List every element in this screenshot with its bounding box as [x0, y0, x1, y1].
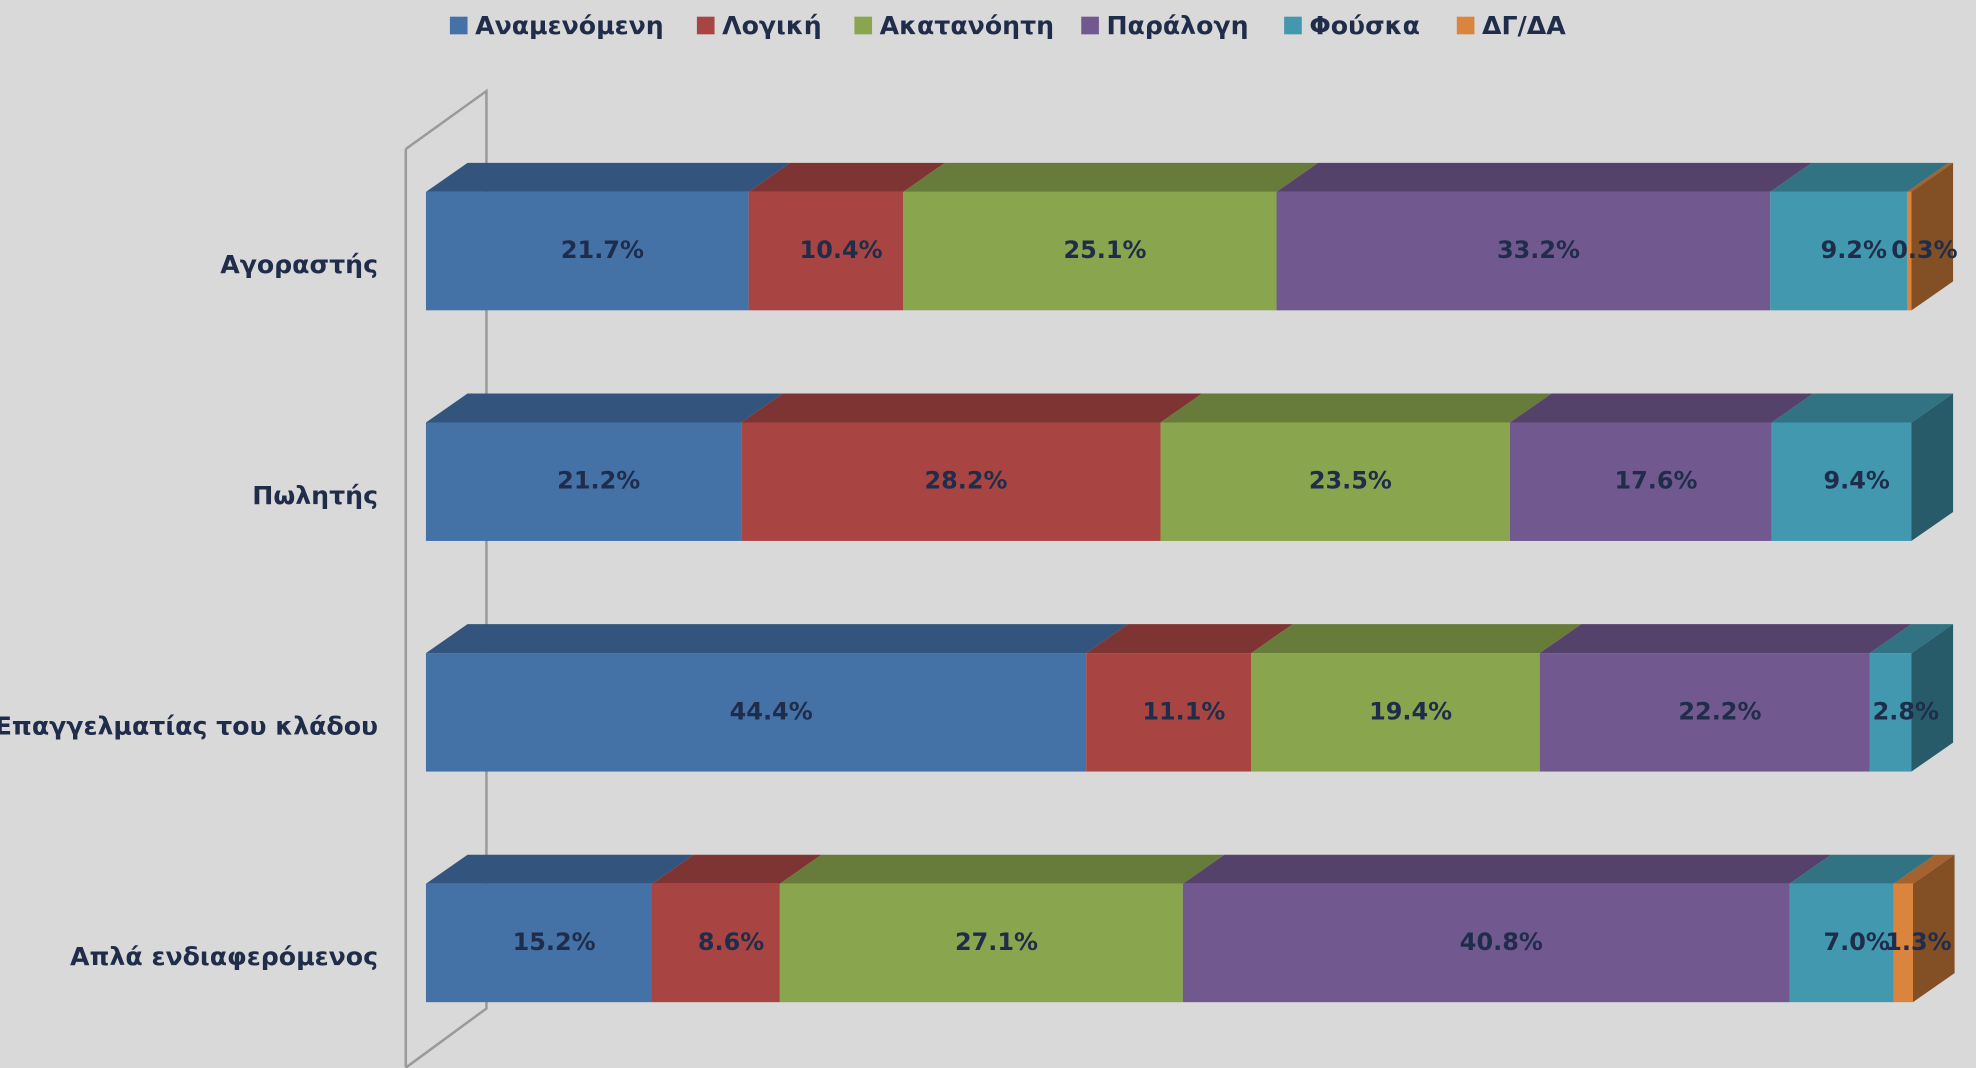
bar-top: [1276, 162, 1812, 192]
bar-top: [903, 162, 1319, 192]
bar-top: [1086, 624, 1293, 654]
bar: [1182, 883, 1790, 1003]
legend-swatch: [1081, 16, 1099, 35]
bar: [651, 883, 780, 1003]
bar: [425, 422, 742, 541]
bar-side: [1912, 854, 1955, 1003]
legend-swatch: [696, 16, 715, 35]
bar: [425, 191, 749, 311]
bar-top: [1182, 854, 1832, 884]
bar: [1086, 653, 1252, 772]
value-label: 21.2%: [557, 467, 640, 495]
bar-top: [741, 393, 1203, 423]
bar: [748, 191, 904, 311]
bar-top: [425, 624, 1128, 654]
legend-label: Ακατανόητη: [880, 11, 1054, 40]
legend-label: Παράλογη: [1106, 11, 1248, 40]
value-label: 8.6%: [698, 928, 764, 956]
bar-top: [1869, 624, 1954, 654]
value-label: 17.6%: [1614, 467, 1697, 495]
legend-swatch: [1284, 16, 1302, 35]
bar-top: [425, 393, 783, 423]
bar-top: [1510, 393, 1814, 423]
legend-label: Λογική: [722, 11, 822, 40]
bar-top: [1251, 624, 1582, 654]
bar: [1160, 422, 1511, 541]
value-label: 21.7%: [561, 236, 644, 264]
bar: [1510, 422, 1772, 541]
bar: [425, 653, 1087, 772]
value-label: 40.8%: [1460, 928, 1543, 956]
value-label: 11.1%: [1142, 697, 1225, 725]
value-label: 2.8%: [1873, 697, 1939, 725]
value-label: 44.4%: [730, 697, 813, 725]
legend-swatch: [854, 16, 873, 35]
bar: [779, 883, 1183, 1003]
bar-top: [425, 854, 694, 884]
back-wall: [405, 88, 488, 1068]
bar-top: [779, 854, 1225, 884]
value-label: 15.2%: [513, 928, 596, 956]
bar-top: [1539, 624, 1912, 654]
bar: [425, 883, 652, 1003]
value-label: 9.2%: [1821, 236, 1887, 264]
bar: [903, 191, 1277, 311]
legend-label: ΔΓ/ΔΑ: [1482, 11, 1566, 40]
bar: [1893, 883, 1913, 1003]
bar: [1251, 653, 1540, 772]
bar-top: [1160, 393, 1552, 423]
bar: [741, 422, 1161, 541]
value-label: 10.4%: [800, 236, 883, 264]
bar-side: [1911, 162, 1954, 311]
value-label: 23.5%: [1309, 467, 1392, 495]
value-label: 28.2%: [924, 467, 1007, 495]
bar-side: [1911, 624, 1954, 772]
bar: [1869, 653, 1912, 772]
bar-top: [425, 162, 791, 192]
value-label: 25.1%: [1064, 236, 1147, 264]
value-label: 19.4%: [1369, 697, 1452, 725]
bar: [1789, 883, 1894, 1003]
value-label: 33.2%: [1497, 236, 1580, 264]
bar-top: [1770, 162, 1949, 192]
value-label: 27.1%: [955, 928, 1038, 956]
legend-label: Φούσκα: [1309, 11, 1420, 40]
bar-top: [1789, 854, 1936, 884]
value-label: 9.4%: [1824, 467, 1890, 495]
legend-label: Αναμενόμενη: [475, 11, 664, 40]
category-label: Πωλητής: [252, 481, 378, 510]
bar: [1539, 653, 1870, 772]
bar-side: [1911, 393, 1954, 541]
bar-top: [1771, 393, 1954, 423]
legend-swatch: [1456, 16, 1475, 35]
category-label: Επαγγελματίας του κλάδου: [0, 711, 378, 740]
bar-top: [651, 854, 822, 884]
category-label: Απλά ενδιαφερόμενος: [70, 942, 378, 971]
bar-top: [1893, 854, 1955, 884]
category-label: Αγοραστής: [220, 250, 378, 279]
bar: [1276, 191, 1771, 311]
bar-top: [748, 162, 945, 192]
bar-top: [1907, 162, 1954, 192]
legend-swatch: [449, 16, 468, 35]
value-label: 0.3%: [1891, 236, 1957, 264]
value-label: 1.3%: [1885, 928, 1951, 956]
value-label: 22.2%: [1678, 697, 1761, 725]
bar: [1907, 191, 1912, 311]
bar: [1771, 422, 1912, 541]
value-label: 7.0%: [1824, 928, 1890, 956]
bar: [1770, 191, 1908, 311]
